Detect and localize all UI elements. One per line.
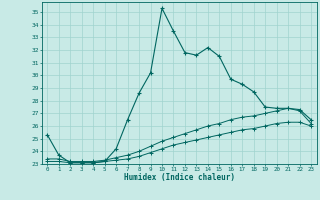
X-axis label: Humidex (Indice chaleur): Humidex (Indice chaleur) — [124, 173, 235, 182]
